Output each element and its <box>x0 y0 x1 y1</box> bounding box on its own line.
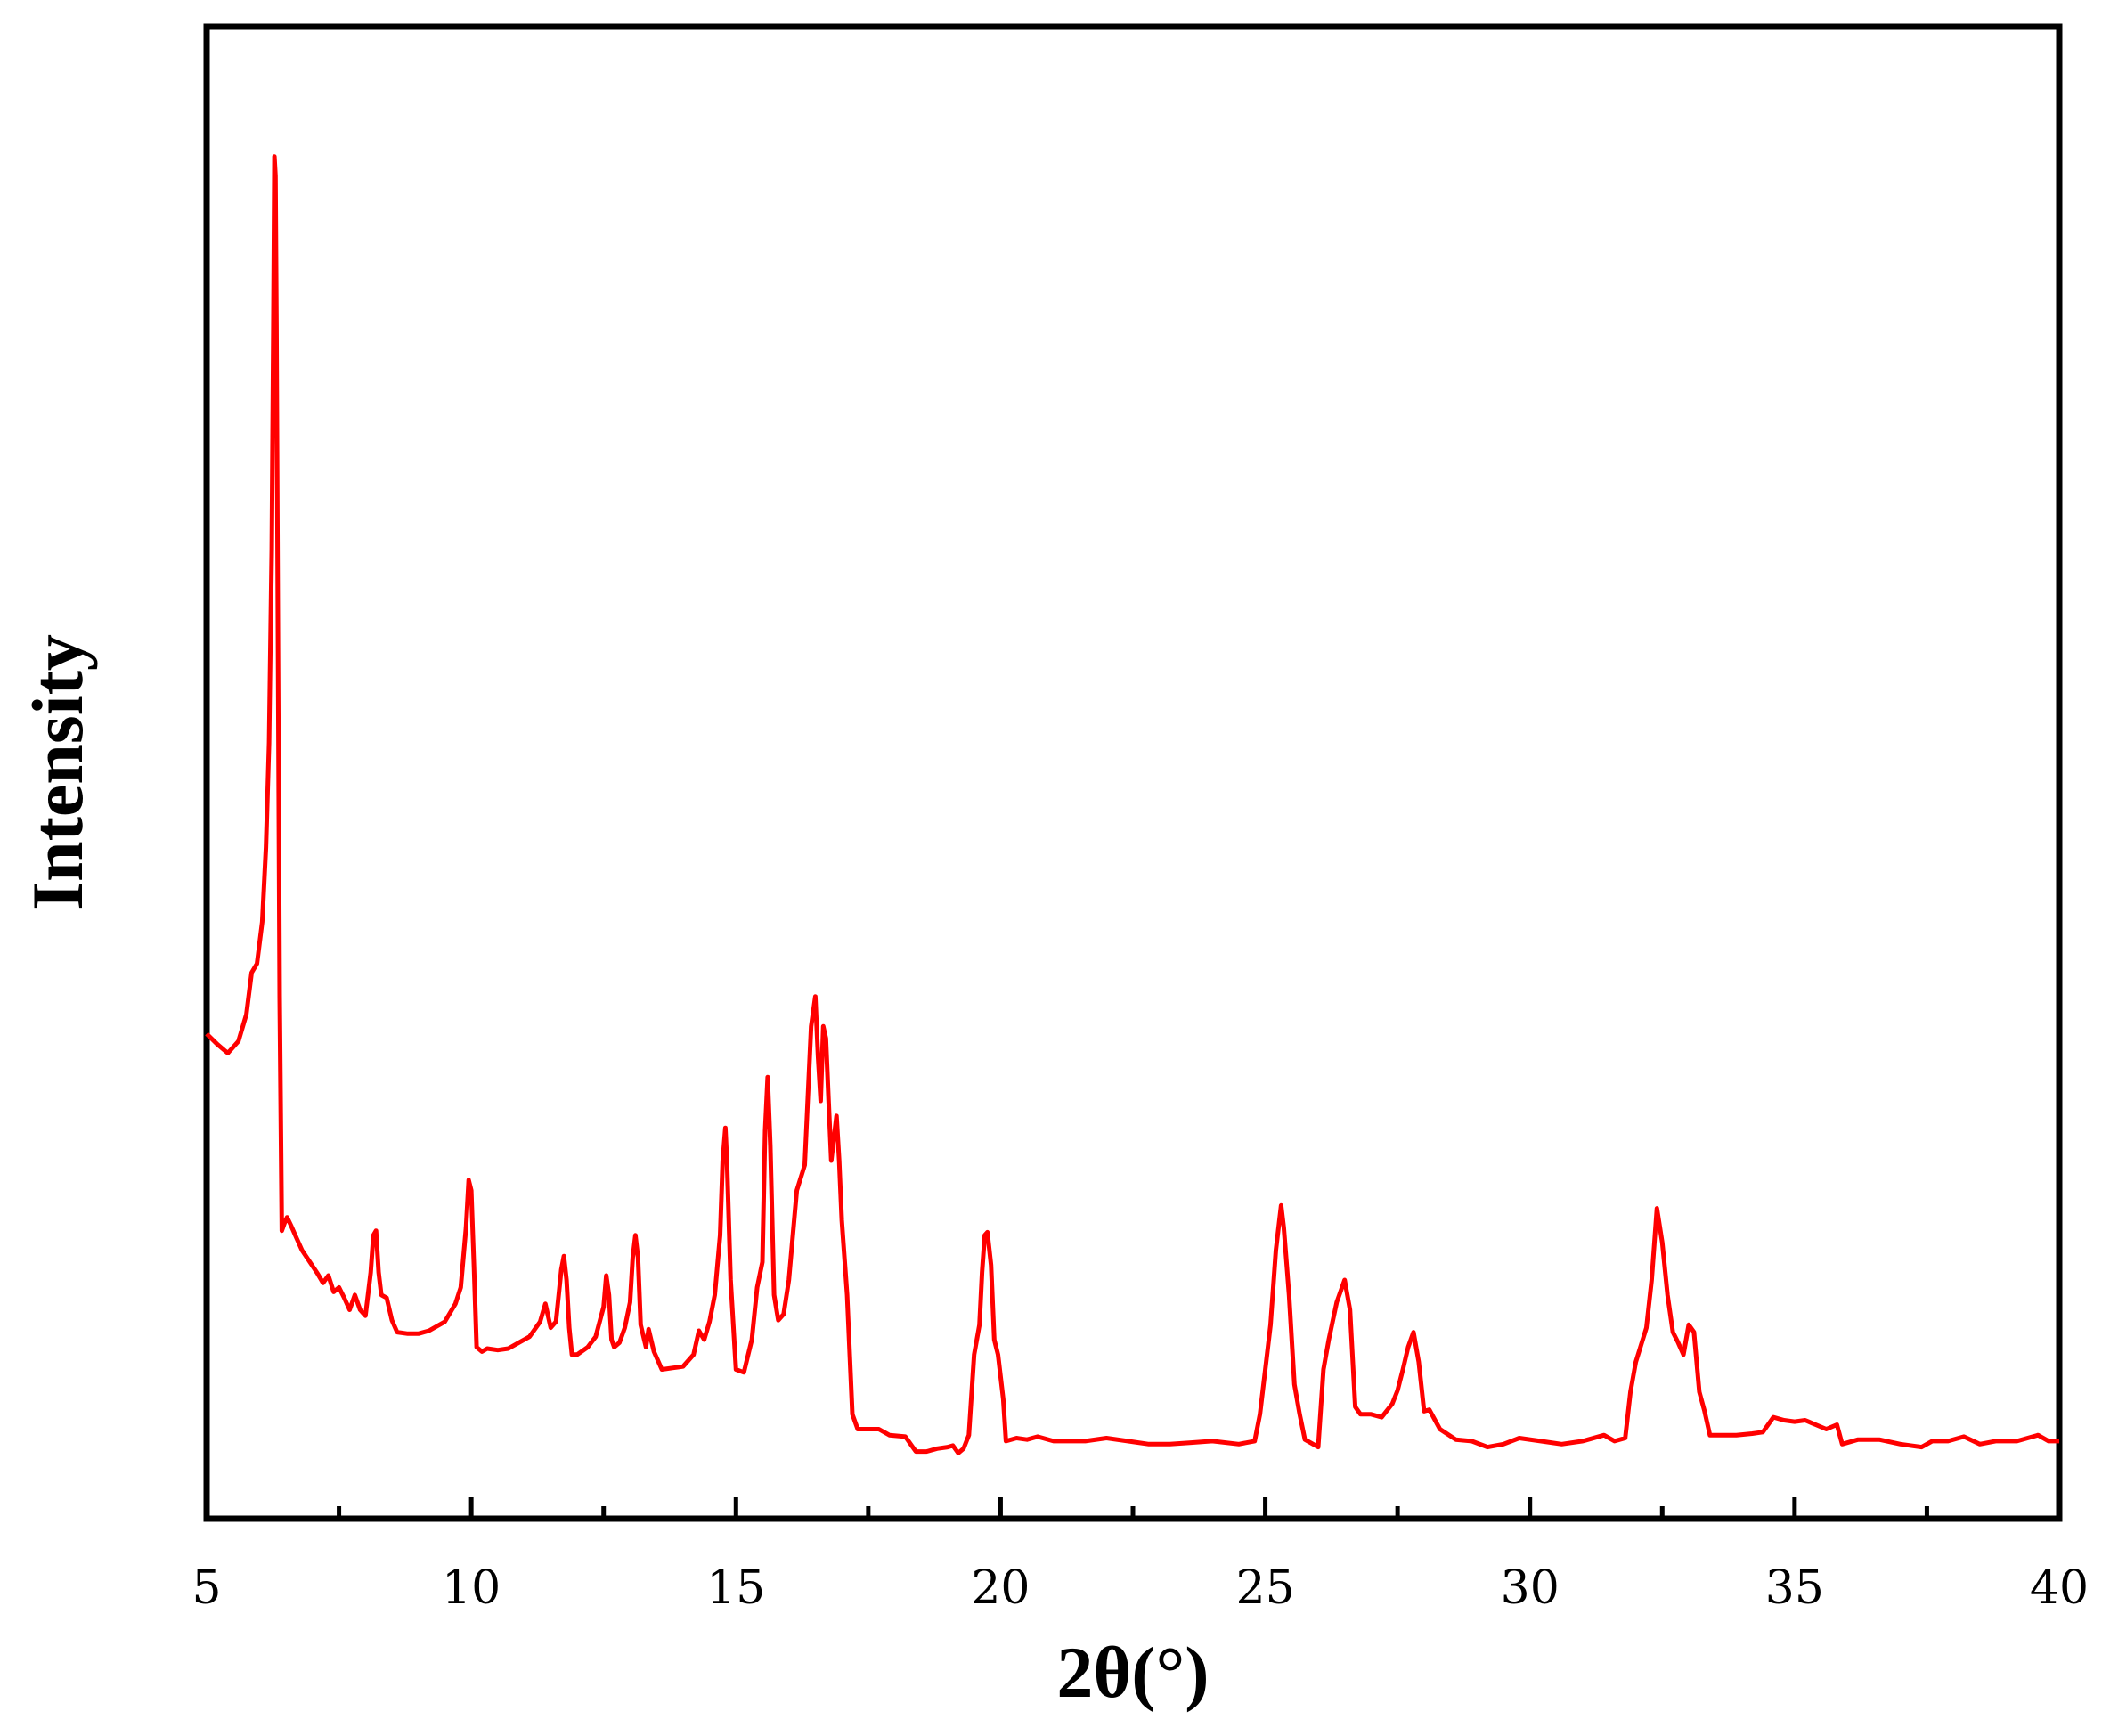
x-tick-label: 10 <box>442 1561 501 1615</box>
x-tick-label: 25 <box>1235 1561 1294 1615</box>
y-axis-title: Intensity <box>17 634 98 910</box>
x-tick-label: 35 <box>1765 1561 1824 1615</box>
x-tick-label: 15 <box>706 1561 765 1615</box>
x-tick-label: 30 <box>1501 1561 1560 1615</box>
x-axis-title: 2θ(°) <box>1056 1632 1209 1713</box>
x-axis-ticks <box>204 1497 2062 1519</box>
x-tick-label: 40 <box>2030 1561 2089 1615</box>
series-line-intensity <box>205 154 2059 1455</box>
x-tick-label: 5 <box>191 1561 221 1615</box>
x-tick-label: 20 <box>971 1561 1030 1615</box>
plot-frame <box>203 23 2063 1522</box>
x-axis-tick-labels: 5 10 15 20 25 30 35 40 <box>191 1561 2089 1615</box>
